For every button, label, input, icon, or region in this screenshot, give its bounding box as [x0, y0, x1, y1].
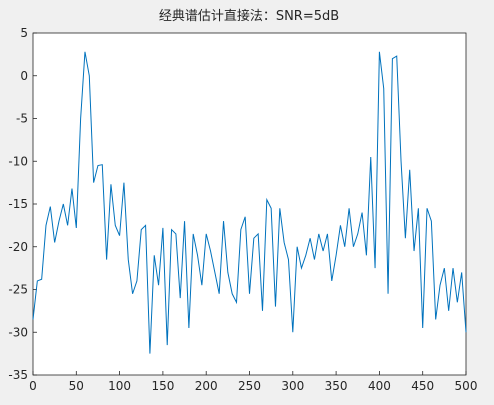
y-tick-label: -15: [8, 197, 28, 211]
x-tick-label: 100: [108, 379, 131, 393]
x-tick-label: 500: [455, 379, 478, 393]
y-tick-label: 5: [20, 26, 28, 40]
x-tick-label: 250: [238, 379, 261, 393]
y-tick-label: -30: [8, 325, 28, 339]
x-tick-label: 400: [368, 379, 391, 393]
x-tick-label: 200: [195, 379, 218, 393]
y-tick-label: 0: [20, 69, 28, 83]
y-tick-label: -35: [8, 368, 28, 382]
chart-title: 经典谱估计直接法：SNR=5dB: [159, 8, 339, 24]
y-tick-label: -25: [8, 283, 28, 297]
x-tick-label: 300: [281, 379, 304, 393]
x-tick-label: 350: [325, 379, 348, 393]
x-tick-label: 450: [411, 379, 434, 393]
x-tick-label: 50: [69, 379, 84, 393]
data-line: [32, 51, 467, 354]
x-tick-label: 150: [151, 379, 174, 393]
x-tick-label: 0: [29, 379, 37, 393]
y-tick-label: -5: [16, 112, 28, 126]
y-tick-label: -20: [8, 240, 28, 254]
plot-area: [32, 32, 467, 376]
y-tick-label: -10: [8, 154, 28, 168]
